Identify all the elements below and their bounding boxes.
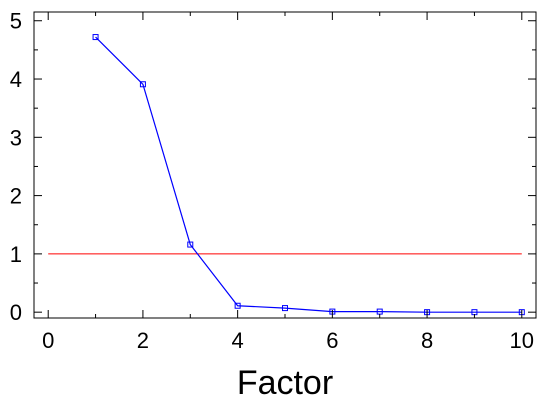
y-tick-label: 2 <box>10 184 22 209</box>
y-tick-label: 5 <box>10 9 22 34</box>
y-tick-label: 3 <box>10 125 22 150</box>
x-tick-label: 8 <box>421 328 433 353</box>
data-point-3 <box>187 241 194 248</box>
data-point-4 <box>234 302 241 309</box>
x-tick-label: 4 <box>232 328 244 353</box>
y-tick-label: 0 <box>10 300 22 325</box>
data-point-2 <box>139 81 146 88</box>
x-tick-label: 6 <box>326 328 338 353</box>
x-tick-label: 0 <box>42 328 54 353</box>
x-axis-title: Factor <box>237 364 333 402</box>
series-layer <box>92 34 525 316</box>
y-tick-label: 1 <box>10 242 22 267</box>
plot-frame <box>33 11 537 319</box>
y-tick-label: 4 <box>10 67 22 92</box>
data-point-1 <box>92 34 99 41</box>
y-axis-ticks: 0 1 2 3 4 5 <box>10 9 536 325</box>
x-axis-ticks: 0 2 4 6 8 10 <box>42 12 534 353</box>
x-tick-label: 2 <box>137 328 149 353</box>
x-tick-label: 10 <box>510 328 534 353</box>
series-line <box>95 36 522 313</box>
data-point-5 <box>282 305 288 312</box>
